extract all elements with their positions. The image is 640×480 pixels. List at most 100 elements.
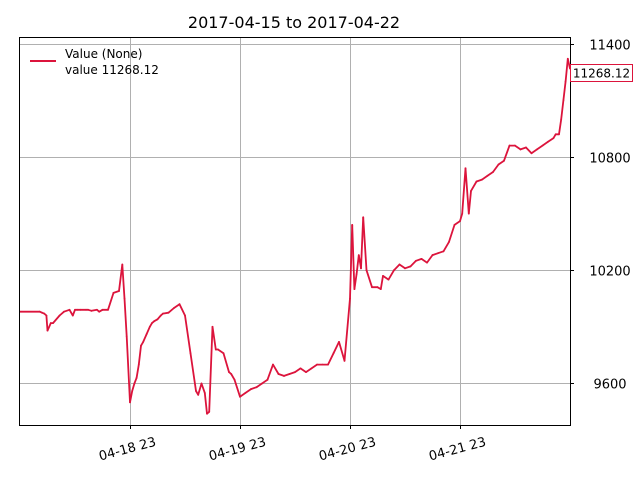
series-segment xyxy=(467,189,472,215)
series-segment xyxy=(208,325,214,413)
series-segment xyxy=(203,391,208,415)
plot-frame xyxy=(19,37,571,426)
series-segment xyxy=(536,144,544,151)
series-segment xyxy=(129,390,134,404)
x-tick-label: 04-20 23 xyxy=(317,435,377,465)
series-segment xyxy=(353,273,358,291)
series-segment xyxy=(382,274,390,281)
x-tick-label: 04-21 23 xyxy=(427,435,487,465)
series-segment xyxy=(379,274,384,291)
series-layer xyxy=(19,57,571,415)
series-segment xyxy=(52,314,61,325)
series-segment xyxy=(530,148,538,155)
series-segment xyxy=(398,263,406,270)
series-segment xyxy=(58,310,65,317)
series-segment xyxy=(481,174,489,181)
series-segment xyxy=(453,220,461,226)
series-segment xyxy=(107,291,115,311)
series-segment xyxy=(90,308,98,312)
series-segment xyxy=(420,257,428,264)
series-segment xyxy=(464,167,470,215)
series-segment xyxy=(426,254,434,264)
series-segment xyxy=(562,80,567,102)
chart-title: 2017-04-15 to 2017-04-22 xyxy=(188,13,400,32)
series-segment xyxy=(197,382,203,396)
series-segment xyxy=(459,212,464,223)
series-segment xyxy=(217,348,225,355)
series-segment xyxy=(277,373,285,377)
series-segment xyxy=(547,137,555,143)
series-segment xyxy=(541,140,549,147)
series-segment xyxy=(492,163,500,173)
series-segment xyxy=(519,146,527,151)
series-segment xyxy=(338,340,346,362)
series-segment xyxy=(112,290,120,294)
series-segment xyxy=(404,265,412,270)
series-segment xyxy=(71,308,76,317)
series-segment xyxy=(365,269,373,289)
series-segment xyxy=(343,297,351,362)
series-segment xyxy=(503,144,511,162)
series-segment xyxy=(332,340,340,355)
series-line xyxy=(19,57,571,415)
y-tick-label: 10800 xyxy=(589,152,630,167)
series-segment xyxy=(230,373,236,381)
series-segment xyxy=(173,303,181,309)
series-segment xyxy=(233,378,241,398)
series-segment xyxy=(272,363,280,375)
series-segment xyxy=(283,373,291,377)
series-segment xyxy=(486,171,494,177)
series-segment xyxy=(415,257,423,262)
series-segment xyxy=(125,335,131,404)
series-segment xyxy=(351,223,356,291)
series-segment xyxy=(184,314,192,355)
series-segment xyxy=(137,344,142,366)
series-segment xyxy=(461,167,467,215)
series-segment xyxy=(387,269,395,281)
series-segment xyxy=(431,252,439,257)
series-segment xyxy=(250,386,258,391)
series-segment xyxy=(327,352,335,366)
series-segment xyxy=(564,57,569,83)
series-segment xyxy=(167,307,175,314)
series-segment xyxy=(362,216,368,272)
series-segment xyxy=(525,146,533,155)
series-segment xyxy=(442,240,450,253)
series-segment xyxy=(560,99,565,121)
series-segment xyxy=(305,367,313,374)
series-segment xyxy=(135,363,140,379)
y-tick-label: 10200 xyxy=(589,265,630,280)
series-segment xyxy=(189,352,197,392)
series-segment xyxy=(45,314,49,332)
series-segment xyxy=(514,144,522,151)
series-segment xyxy=(475,178,483,183)
series-segment xyxy=(145,325,151,336)
axis-ticks: 04-18 23 04-19 23 04-20 23 04-21 23 9600 1020… xyxy=(97,39,630,465)
y-tick-label: 11400 xyxy=(589,39,630,54)
legend-entry-value: value 11268.12 xyxy=(65,63,159,77)
series-segment xyxy=(121,263,126,300)
last-value-label: 11268.12 xyxy=(573,67,630,81)
series-segment xyxy=(178,303,186,317)
series-segment xyxy=(566,57,571,70)
series-segment xyxy=(133,376,138,385)
last-value-box xyxy=(570,64,633,82)
series-segment xyxy=(261,378,269,385)
series-segment xyxy=(142,333,148,343)
series-segment xyxy=(162,311,170,315)
series-segment xyxy=(393,263,401,272)
series-segment xyxy=(497,159,505,166)
series-segment xyxy=(200,382,206,394)
series-segment xyxy=(123,297,128,338)
series-segment xyxy=(211,325,217,351)
series-segment xyxy=(222,352,230,374)
series-segment xyxy=(437,250,445,255)
series-segment xyxy=(299,367,307,374)
series-segment xyxy=(266,363,274,381)
series-segment xyxy=(409,259,417,268)
series-segment xyxy=(470,180,478,192)
last-value-annotation: 11268.12 xyxy=(570,64,633,82)
series-segment xyxy=(46,322,52,332)
legend: Value (None) value 11268.12 xyxy=(30,47,159,77)
